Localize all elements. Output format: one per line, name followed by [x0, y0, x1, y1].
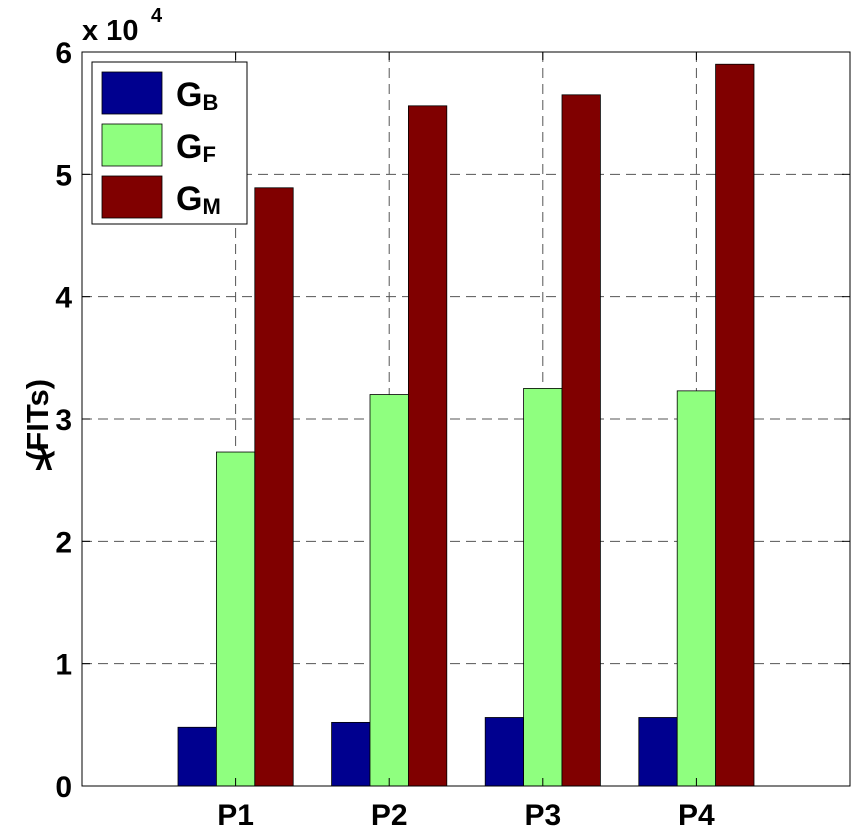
y-axis-label-text: (FITs) [20, 379, 55, 461]
y-tick-label: 6 [55, 37, 72, 70]
x-tick-labels: P1 P2 P3 P4 [217, 799, 715, 827]
y-tick-label: 3 [55, 404, 72, 437]
bar-f-p4 [676, 390, 717, 787]
bars [177, 63, 755, 787]
x-tick-label: P1 [217, 799, 254, 827]
axis-ticks [82, 51, 850, 787]
y-tick-label: 1 [55, 649, 72, 682]
legend-swatch [101, 123, 163, 167]
legend-label-subscript: F [202, 142, 215, 167]
legend-swatch [101, 71, 163, 115]
y-tick-label: 4 [55, 282, 72, 315]
bar-f-p1 [215, 451, 256, 787]
y-axis-label: (FITs) [20, 379, 55, 461]
y-tick-label: 2 [55, 526, 72, 559]
legend-swatch [101, 175, 163, 219]
bar-f-p3 [523, 388, 563, 787]
x-tick-label: P4 [678, 799, 715, 827]
bar-m-p2 [407, 105, 448, 787]
y-tick-label: 5 [55, 159, 72, 192]
legend-label-subscript: B [202, 90, 218, 115]
y-multiplier-label: x 10 [82, 15, 138, 47]
bar-b-p1 [177, 726, 217, 787]
bar-b-p4 [638, 717, 678, 787]
bar-m-p4 [715, 63, 755, 787]
bar-b-p2 [331, 721, 371, 787]
x-tick-label: P3 [524, 799, 561, 827]
x-tick-label: P2 [371, 799, 408, 827]
y-tick-labels: 0 1 2 3 4 5 6 [55, 37, 72, 804]
bar-f-p2 [369, 394, 409, 787]
bar-m-p1 [254, 187, 294, 787]
legend-label: GM [176, 180, 221, 219]
bar-m-p3 [561, 94, 601, 787]
y-axis-symbol: λ [35, 442, 52, 477]
y-tick-label: 0 [55, 771, 72, 804]
legend-label-subscript: M [202, 194, 220, 219]
bar-b-p3 [484, 717, 525, 787]
y-multiplier-exponent: 4 [151, 5, 163, 27]
